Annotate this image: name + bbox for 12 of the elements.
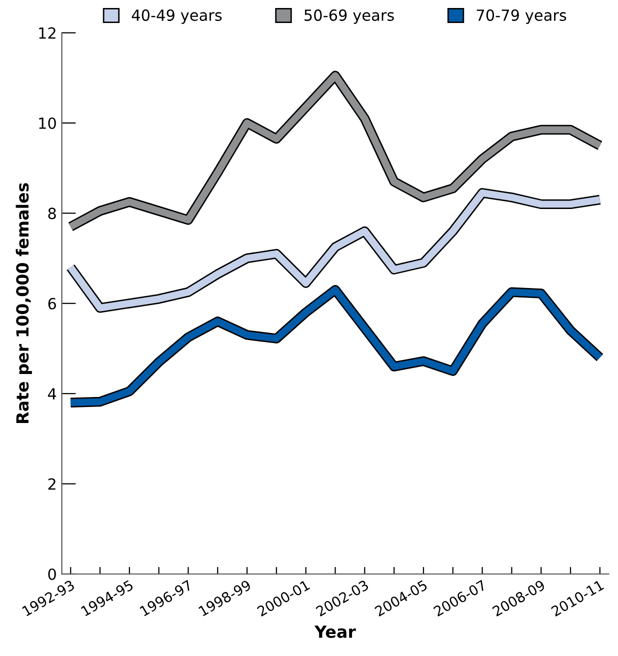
y-tick-label: 8 [48,208,56,220]
y-tick-label: 6 [48,298,56,310]
y-tick-label: 0 [48,568,56,580]
legend-label: 70-79 years [476,9,566,24]
y-tick-label: 2 [48,478,56,490]
y-axis-title: Rate per 100,000 females [16,183,32,423]
y-tick-label: 10 [39,117,56,130]
y-tick-label: 12 [39,27,56,39]
x-axis-title: Year [314,626,356,638]
y-tick-label: 4 [48,388,56,400]
legend-label: 50-69 years [304,9,394,24]
legend-label: 40-49 years [132,9,222,24]
